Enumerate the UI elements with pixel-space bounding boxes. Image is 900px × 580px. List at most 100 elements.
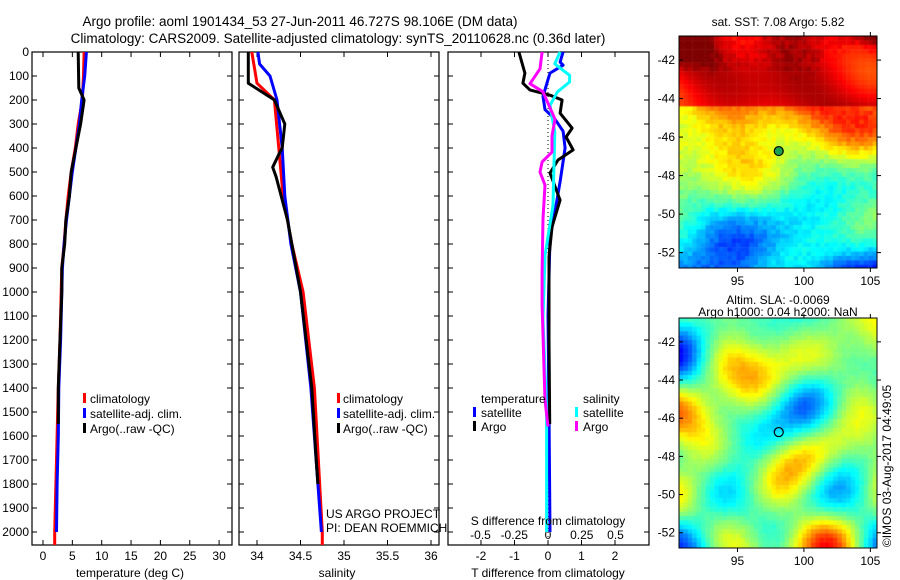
x-tick-label: -2 — [476, 549, 487, 563]
y-tick-label: 1100 — [3, 309, 29, 323]
s-difference-xlabel: S difference from climatology — [471, 514, 626, 528]
x-tick-label: 35.5 — [376, 549, 400, 563]
legend-satellite: satellite-adj. clim. — [90, 407, 182, 421]
x-tick-label: 5 — [69, 549, 76, 563]
figure-title: Argo profile: aoml 1901434_53 27-Jun-201… — [82, 14, 517, 29]
lon-tick-label: 95 — [731, 274, 745, 288]
plot-frame — [238, 51, 440, 546]
y-tick-label: 2000 — [2, 525, 29, 539]
legend-swatch-satellite — [83, 408, 86, 418]
y-tick-label: 300 — [9, 117, 29, 131]
series-line-argo-raw-qc- — [246, 52, 320, 485]
legend-climatology: climatology — [90, 392, 150, 406]
y-tick-label: 800 — [9, 237, 29, 251]
y-tick-label: 1400 — [2, 381, 29, 395]
y-tick-label: 1000 — [2, 285, 29, 299]
lon-tick-label: 100 — [794, 274, 814, 288]
legend-swatch-climatology — [337, 393, 340, 403]
lon-tick-label: 105 — [860, 274, 880, 288]
legend-swatch-t-argo — [473, 421, 476, 431]
figure-subtitle: Climatology: CARS2009. Satellite-adjuste… — [71, 31, 606, 46]
x-tick-label: 35 — [337, 549, 351, 563]
legend-swatch-satellite — [337, 408, 340, 418]
argo-location-marker — [773, 426, 784, 438]
sla-map-axes: 95 100 105 -42 -44 -46 -48 -50 -52 — [658, 314, 881, 568]
y-tick-label: 1500 — [2, 405, 29, 419]
map-frame — [678, 35, 878, 269]
y-tick-label: 200 — [9, 93, 29, 107]
y-tick-label: 1900 — [2, 501, 29, 515]
x-tick-label: 20 — [154, 549, 168, 563]
project-label: US ARGO PROJECT — [326, 507, 441, 521]
lat-tick-label: -52 — [658, 246, 676, 260]
x-tick-label: 30 — [212, 549, 226, 563]
x-tick-label: 25 — [183, 549, 197, 563]
lat-tick-label: -42 — [658, 53, 676, 67]
legend-swatch-argo — [337, 423, 340, 433]
y-tick-label: 0 — [22, 45, 29, 59]
lat-tick-label: -44 — [658, 92, 676, 106]
legend-swatch-argo — [83, 423, 86, 433]
temperature-panel: 0100200300400500600700800900100011001200… — [2, 45, 233, 563]
lat-tick-label: -50 — [658, 207, 676, 221]
series-line-s-argo — [528, 51, 557, 427]
imos-timestamp: ©IMOS 03-Aug-2017 04:49:05 — [880, 385, 894, 548]
legend-swatch-s-satellite — [575, 407, 578, 417]
y-tick-label: 100 — [9, 69, 29, 83]
sla-map-subtitle: Argo h1000: 0.04 h2000: NaN — [698, 305, 857, 319]
x-tick-label: 1 — [578, 549, 585, 563]
legend-argo: Argo(..raw -QC) — [343, 422, 428, 436]
legend-swatch-climatology — [83, 393, 86, 403]
series-line-satellite-adj-clim- — [256, 51, 323, 533]
x2-tick-label: 0.25 — [570, 528, 594, 542]
legend-s-argo: Argo — [583, 420, 609, 434]
x-tick-label: 36 — [424, 549, 438, 563]
legend-s-satellite: satellite — [583, 406, 624, 420]
x2-tick-label: -0.5 — [470, 528, 491, 542]
lon-tick-label: 95 — [731, 554, 745, 568]
lon-tick-label: 105 — [860, 554, 880, 568]
x2-tick-label: 0.5 — [607, 528, 624, 542]
y-tick-label: 1700 — [2, 453, 29, 467]
lat-tick-label: -42 — [658, 335, 676, 349]
x-tick-label: 10 — [95, 549, 109, 563]
sst-map-title: sat. SST: 7.08 Argo: 5.82 — [712, 15, 845, 29]
x-tick-label: 34.5 — [289, 549, 313, 563]
series-line-climatology — [250, 51, 324, 545]
y-tick-label: 1600 — [2, 429, 29, 443]
argo-location-marker — [773, 145, 784, 157]
y-tick-label: 600 — [9, 189, 29, 203]
lat-tick-label: -46 — [658, 411, 676, 425]
legend-t-satellite: satellite — [481, 406, 522, 420]
legend-swatch-t-satellite — [473, 407, 476, 417]
series-line-t-argo — [517, 51, 575, 425]
x2-tick-label: 0 — [545, 528, 552, 542]
lat-tick-label: -44 — [658, 373, 676, 387]
sla-map-title: Altim. SLA: -0.0069 — [726, 293, 830, 307]
y-tick-label: 900 — [9, 261, 29, 275]
t-difference-xlabel: T difference from climatology — [471, 566, 625, 580]
difference-panel: -2 -1 0 1 2 -0.5 -0.25 0 0.25 0.5 — [447, 51, 650, 563]
y-tick-label: 1200 — [2, 333, 29, 347]
lat-tick-label: -48 — [658, 449, 676, 463]
legend-argo: Argo(..raw -QC) — [90, 422, 175, 436]
legend-climatology: climatology — [343, 392, 403, 406]
lon-tick-label: 100 — [794, 554, 814, 568]
legend-satellite: satellite-adj. clim. — [343, 407, 435, 421]
sst-map-axes: 95 100 105 -42 -44 -46 -48 -50 -52 — [658, 32, 881, 288]
plot-frame — [31, 51, 233, 546]
x-tick-label: 2 — [612, 549, 619, 563]
y-tick-label: 500 — [9, 165, 29, 179]
salinity-xlabel: salinity — [319, 566, 356, 580]
x-tick-label: 0 — [545, 549, 552, 563]
pi-label: PI: DEAN ROEMMICH — [326, 521, 447, 535]
x-tick-label: 15 — [124, 549, 138, 563]
x-tick-label: 0 — [40, 549, 47, 563]
y-tick-label: 700 — [9, 213, 29, 227]
legend-swatch-s-argo — [575, 421, 578, 431]
lat-tick-label: -50 — [658, 488, 676, 502]
legend-temperature-heading: temperature — [481, 392, 546, 406]
lat-tick-label: -46 — [658, 130, 676, 144]
series-line-argo-raw-qc- — [56, 51, 86, 424]
